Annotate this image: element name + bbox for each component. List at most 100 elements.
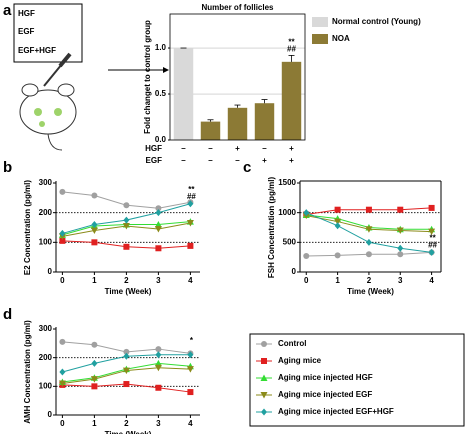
panel-label: d [3, 306, 12, 323]
marker [187, 242, 194, 249]
marker [91, 192, 98, 199]
marker [155, 209, 162, 217]
y-tick-label: 500 [283, 237, 297, 246]
y-tick-label: 300 [39, 324, 53, 333]
marker [428, 228, 436, 236]
treatment-mark: – [181, 144, 186, 153]
marker [396, 227, 404, 234]
marker [155, 205, 162, 212]
x-tick-label: 4 [188, 419, 193, 428]
x-tick-label: 3 [156, 276, 161, 285]
x-tick-label: 1 [92, 276, 97, 285]
marker [397, 251, 404, 258]
marker [186, 220, 194, 227]
x-tick-label: 2 [124, 419, 129, 428]
legend-label: Aging mice injected EGF [278, 390, 372, 399]
marker [91, 341, 98, 348]
legend-label: Aging mice injected HGF [278, 373, 373, 382]
y-tick-label: 0 [48, 410, 53, 419]
annotation: ## [187, 192, 196, 201]
y-tick-label: 300 [39, 178, 53, 187]
y-tick-label: 0 [48, 267, 53, 276]
marker [91, 221, 98, 229]
annotation: ** [288, 37, 295, 46]
annotation: ## [428, 241, 437, 250]
panel-label: a [3, 2, 12, 19]
legend-label: NOA [332, 34, 350, 43]
panel-label: b [3, 159, 12, 176]
treatment-mark: + [289, 144, 294, 153]
marker [365, 226, 373, 233]
marker [365, 251, 372, 258]
y-tick-label: 1.0 [155, 43, 167, 52]
marker [187, 351, 194, 359]
marker [187, 200, 194, 208]
bar [173, 48, 194, 140]
marker [123, 381, 130, 388]
x-tick-label: 0 [60, 419, 65, 428]
marker [397, 206, 404, 213]
treatment-mark: + [235, 144, 240, 153]
marker [154, 225, 162, 233]
marker [260, 392, 268, 399]
treatment-row-label: HGF [145, 144, 162, 153]
y-tick-label: 200 [39, 208, 53, 217]
marker [260, 374, 268, 381]
treatment-label: EGF+HGF [18, 46, 56, 55]
marker [303, 209, 310, 217]
treatment-mark: + [289, 156, 294, 165]
marker [397, 244, 404, 252]
treatment-mark: + [262, 156, 267, 165]
marker [155, 346, 162, 353]
marker [187, 389, 194, 396]
y-tick-label: 200 [39, 353, 53, 362]
marker [123, 243, 130, 250]
plot-frame [169, 13, 306, 141]
y-tick-label: 0.0 [155, 135, 167, 144]
x-tick-label: 0 [304, 276, 309, 285]
x-axis-label: Time (Week) [105, 430, 152, 434]
marker [334, 252, 341, 259]
marker [261, 358, 267, 364]
bar [254, 103, 275, 140]
marker [154, 364, 162, 372]
treatment-mark: – [181, 156, 186, 165]
treatment-mark: – [235, 156, 240, 165]
y-tick-label: 100 [39, 237, 53, 246]
y-axis-label: Fold changet to control group [143, 20, 152, 134]
marker [154, 221, 162, 228]
treatment-mark: – [262, 144, 267, 153]
bar [200, 121, 221, 140]
marker [59, 229, 66, 237]
bar [227, 107, 248, 140]
marker [261, 408, 267, 416]
marker [428, 204, 435, 211]
marker [334, 218, 342, 226]
bar [281, 61, 302, 141]
x-axis-label: Time (Week) [347, 287, 394, 296]
marker [123, 352, 130, 360]
marker [123, 348, 130, 355]
annotation: ** [188, 185, 195, 194]
x-tick-label: 4 [188, 276, 193, 285]
y-tick-label: 0.5 [155, 89, 167, 98]
x-tick-label: 0 [60, 276, 65, 285]
legend-label: Normal control (Young) [332, 17, 421, 26]
marker [123, 216, 130, 224]
marker [155, 245, 162, 252]
treatment-label: EGF [18, 27, 35, 36]
treatment-row-label: EGF [146, 156, 163, 165]
chart-title: Number of follicles [201, 3, 274, 12]
marker [59, 368, 66, 376]
marker [334, 206, 341, 213]
y-tick-label: 0 [292, 267, 297, 276]
x-tick-label: 1 [335, 276, 340, 285]
marker [59, 338, 66, 345]
marker [90, 376, 98, 383]
marker [91, 383, 98, 390]
legend-swatch [312, 34, 328, 44]
marker [59, 188, 66, 195]
marker [303, 252, 310, 259]
arrow [108, 67, 169, 73]
